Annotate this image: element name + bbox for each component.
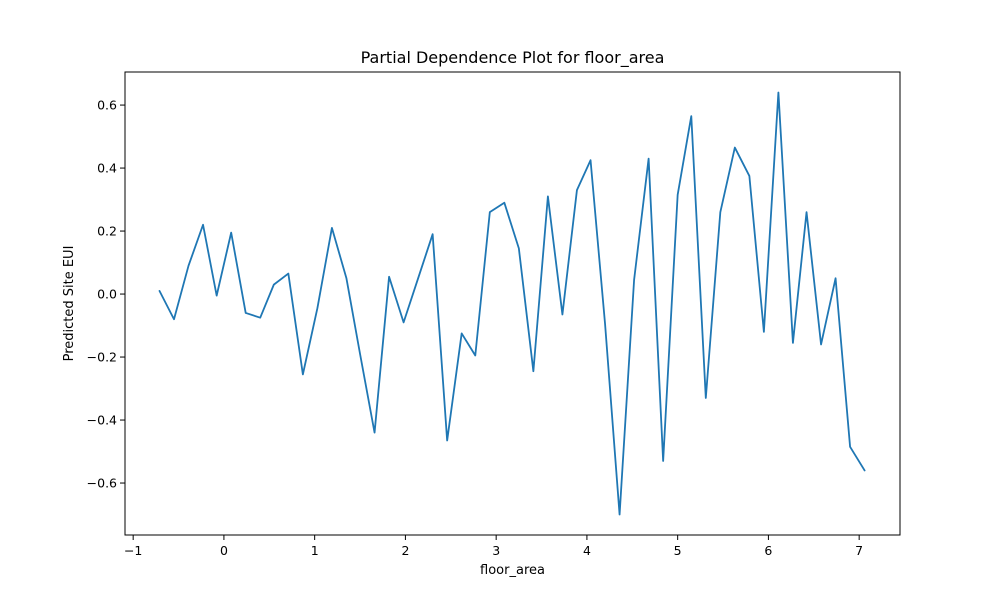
x-tick-label: 0 [220, 543, 228, 558]
x-axis-ticks: −1 0 1 2 3 4 5 6 7 [124, 535, 863, 558]
y-axis-label: Predicted Site EUI [62, 246, 77, 362]
series-line-0 [158, 91, 866, 516]
x-tick-label: 6 [764, 543, 772, 558]
y-tick-label: −0.4 [87, 413, 117, 428]
y-tick-label: −0.2 [87, 350, 117, 365]
y-tick-label: 0.2 [97, 224, 117, 239]
y-tick-label: 0.0 [97, 287, 117, 302]
plot-area [158, 91, 866, 516]
x-tick-label: 2 [401, 543, 409, 558]
y-tick-label: 0.4 [97, 161, 117, 176]
x-tick-label: −1 [124, 543, 142, 558]
y-axis-ticks: −0.6 −0.4 −0.2 0.0 0.2 0.4 0.6 [87, 98, 125, 491]
y-tick-label: −0.6 [87, 476, 117, 491]
x-tick-label: 3 [492, 543, 500, 558]
x-tick-label: 7 [855, 543, 863, 558]
chart-title: Partial Dependence Plot for floor_area [361, 48, 665, 68]
x-tick-label: 4 [583, 543, 591, 558]
x-tick-label: 1 [311, 543, 319, 558]
x-tick-label: 5 [674, 543, 682, 558]
plot-frame [124, 71, 901, 536]
y-tick-label: 0.6 [97, 98, 117, 113]
x-axis-label: floor_area [480, 563, 545, 578]
